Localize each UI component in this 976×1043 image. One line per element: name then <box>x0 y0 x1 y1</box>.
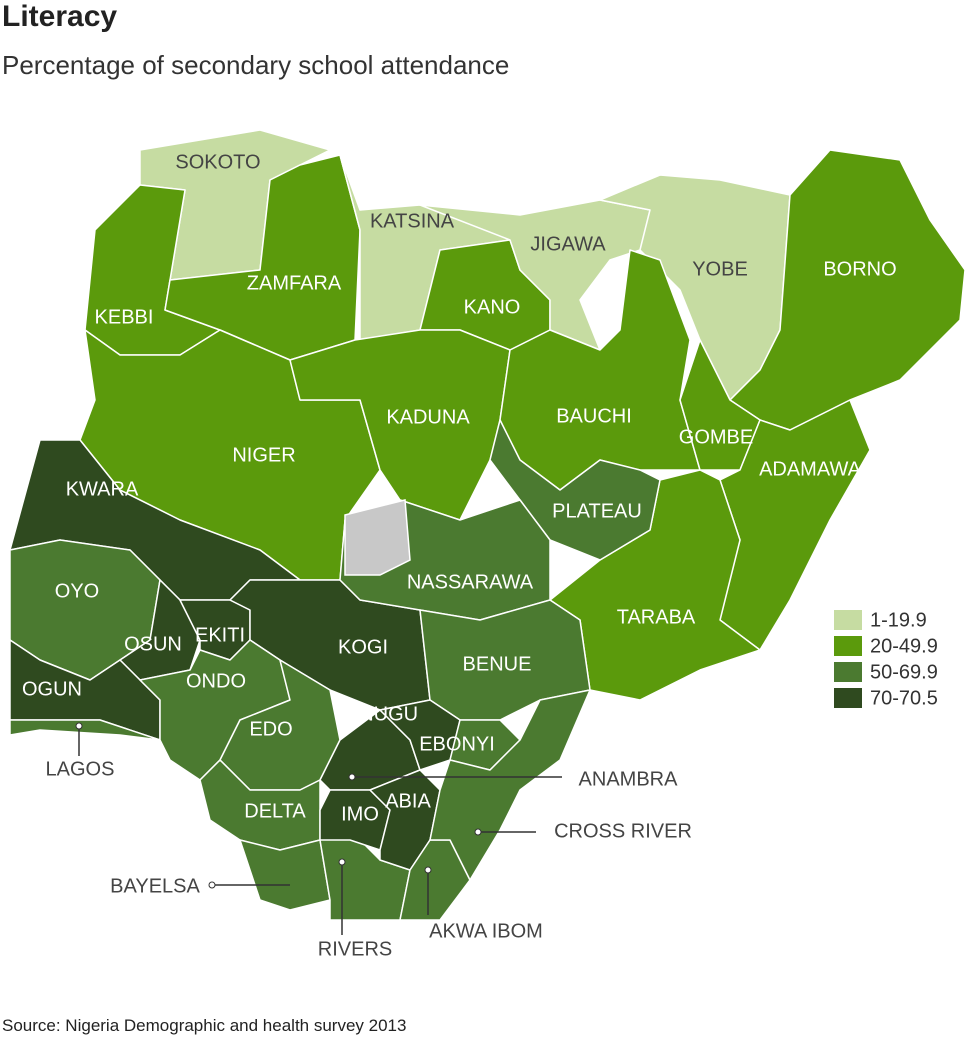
state-label: NIGER <box>232 444 295 466</box>
state-label: ABIA <box>385 790 431 812</box>
legend: 1-19.9 20-49.9 50-69.9 70-70.5 <box>834 609 938 709</box>
state-label: YOBE <box>692 258 748 280</box>
state-region <box>719 399 871 651</box>
legend-swatch <box>834 636 862 656</box>
state-region <box>9 719 161 741</box>
state-label: BAUCHI <box>556 405 632 427</box>
state-label: RIVERS <box>318 938 392 960</box>
legend-label: 50-69.9 <box>870 661 938 683</box>
state-label: NASSARAWA <box>407 571 534 593</box>
state-region <box>239 839 331 911</box>
state-label: TARABA <box>617 606 696 628</box>
state-label: EDO <box>249 718 292 740</box>
subtitle: Percentage of secondary school attendanc… <box>2 50 510 80</box>
legend-label: 20-49.9 <box>870 635 938 657</box>
state-label: SOKOTO <box>175 151 260 173</box>
state-label: DELTA <box>244 800 306 822</box>
state-label: OYO <box>55 580 99 602</box>
state-label: KOGI <box>338 636 388 658</box>
state-label: OGUN <box>22 678 82 700</box>
labels: SOKOTO KEBBI ZAMFARA KATSINA KANO JIGAWA YOBE B… <box>22 151 897 960</box>
leader-dot <box>424 866 432 874</box>
state-label: EBONYI <box>419 733 495 755</box>
leader-dot <box>75 722 83 730</box>
map: SOKOTO KEBBI ZAMFARA KATSINA KANO JIGAWA YOBE B… <box>9 129 966 960</box>
state-label: KATSINA <box>370 210 455 232</box>
leader-dot <box>474 828 482 836</box>
leader-dot <box>208 881 216 889</box>
state-label: ONDO <box>186 670 246 692</box>
state-label: EKITI <box>195 624 245 646</box>
legend-label: 1-19.9 <box>870 609 927 631</box>
legend-swatch <box>834 610 862 630</box>
source: Source: Nigeria Demographic and health s… <box>2 1016 407 1035</box>
state-label: ENUGU <box>346 703 418 725</box>
state-label: KEBBI <box>95 306 154 328</box>
leader-dot <box>348 773 356 781</box>
state-label: BORNO <box>823 258 896 280</box>
state-region <box>429 689 591 881</box>
leader-dot <box>338 858 346 866</box>
state-region <box>729 149 966 431</box>
state-label: AKWA IBOM <box>429 920 543 942</box>
regions <box>9 129 966 921</box>
state-label: CROSS RIVER <box>554 820 692 842</box>
state-label: IMO <box>341 803 379 825</box>
legend-label: 70-70.5 <box>870 687 938 709</box>
state-label: BAYELSA <box>110 875 200 897</box>
state-label: GOMBE <box>679 426 753 448</box>
state-label: JIGAWA <box>530 233 606 255</box>
state-region <box>489 419 661 561</box>
state-label: ZAMFARA <box>247 272 342 294</box>
state-label: ADAMAWA <box>759 458 862 480</box>
state-label: BENUE <box>463 653 532 675</box>
legend-swatch <box>834 688 862 708</box>
capital-territory <box>344 499 411 576</box>
state-label: OSUN <box>124 633 182 655</box>
state-label: LAGOS <box>46 758 115 780</box>
state-label: KANO <box>464 296 521 318</box>
state-label: KADUNA <box>386 406 470 428</box>
state-label: PLATEAU <box>552 500 642 522</box>
state-label: KWARA <box>66 478 139 500</box>
title: Literacy <box>2 0 118 33</box>
legend-swatch <box>834 662 862 682</box>
state-label: ANAMBRA <box>579 768 679 790</box>
